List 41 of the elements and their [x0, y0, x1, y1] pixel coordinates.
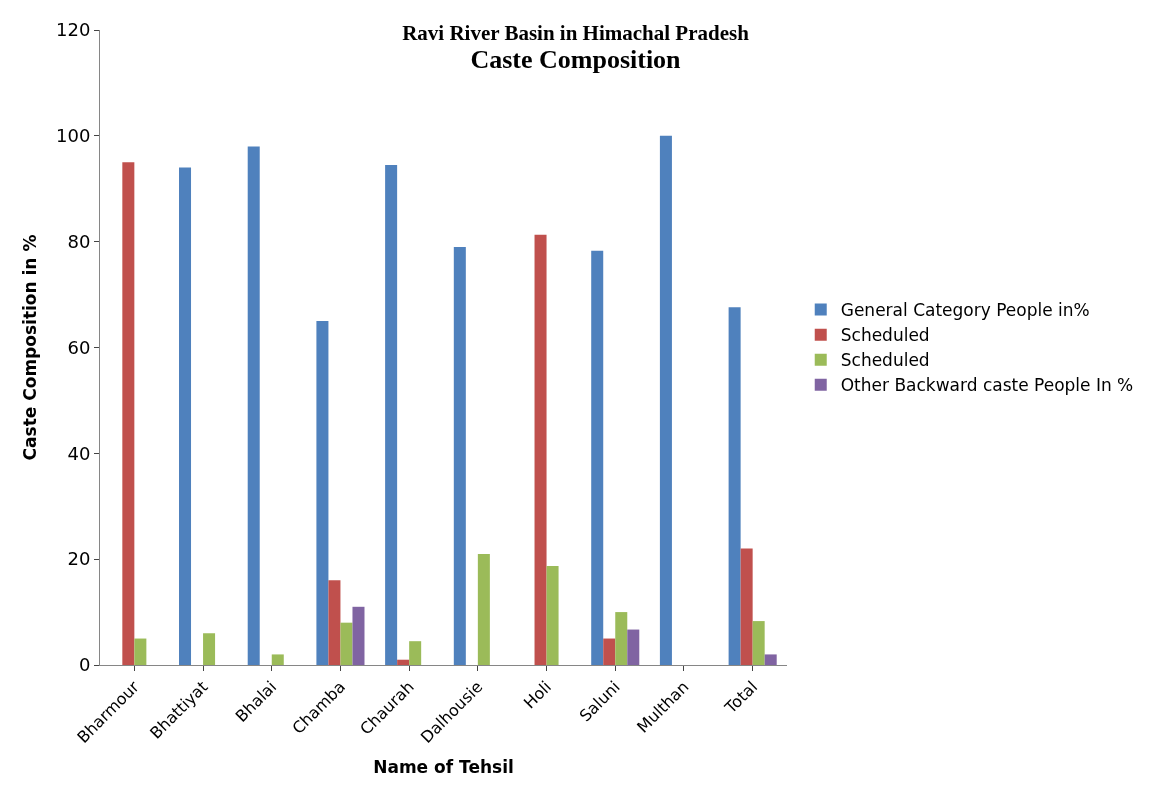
bar	[179, 167, 192, 665]
bar	[122, 162, 135, 665]
legend-label: Scheduled	[840, 325, 930, 346]
bar	[247, 146, 260, 665]
bar	[203, 633, 216, 665]
bar	[271, 654, 284, 665]
legend-label: General Category People in%	[840, 300, 1090, 321]
y-tick-label: 120	[56, 19, 91, 41]
bar	[328, 580, 341, 665]
x-axis-title: Name of Tehsil	[373, 757, 514, 778]
bar	[591, 250, 604, 665]
bar	[453, 246, 466, 665]
y-axis-title: Caste Composition in %	[19, 234, 40, 461]
y-tick-label: 80	[67, 230, 91, 252]
bar	[352, 606, 365, 665]
bar	[627, 629, 640, 665]
legend-label: Other Backward caste People In %	[840, 375, 1134, 396]
bar	[740, 548, 753, 665]
bar	[340, 622, 353, 665]
bar	[728, 307, 741, 665]
bar	[477, 553, 490, 665]
chart-title: Ravi River Basin in Himachal Pradesh	[402, 21, 750, 46]
y-tick-label: 0	[78, 654, 91, 676]
y-tick-label: 100	[56, 125, 91, 147]
bar	[603, 638, 616, 665]
y-tick-label: 20	[67, 548, 91, 570]
bar	[134, 638, 147, 665]
text: Caste Composition	[470, 44, 682, 74]
bar	[659, 135, 672, 665]
bar	[397, 659, 410, 665]
bar	[409, 641, 422, 665]
bar	[764, 654, 777, 665]
bar	[546, 566, 559, 665]
bar	[752, 621, 765, 665]
y-tick-label: 60	[67, 336, 91, 358]
y-tick-label: 40	[67, 442, 91, 464]
bar	[534, 234, 547, 665]
bar	[385, 164, 398, 665]
bar	[615, 612, 628, 665]
legend-label: Scheduled	[840, 350, 930, 371]
bar	[316, 321, 329, 665]
